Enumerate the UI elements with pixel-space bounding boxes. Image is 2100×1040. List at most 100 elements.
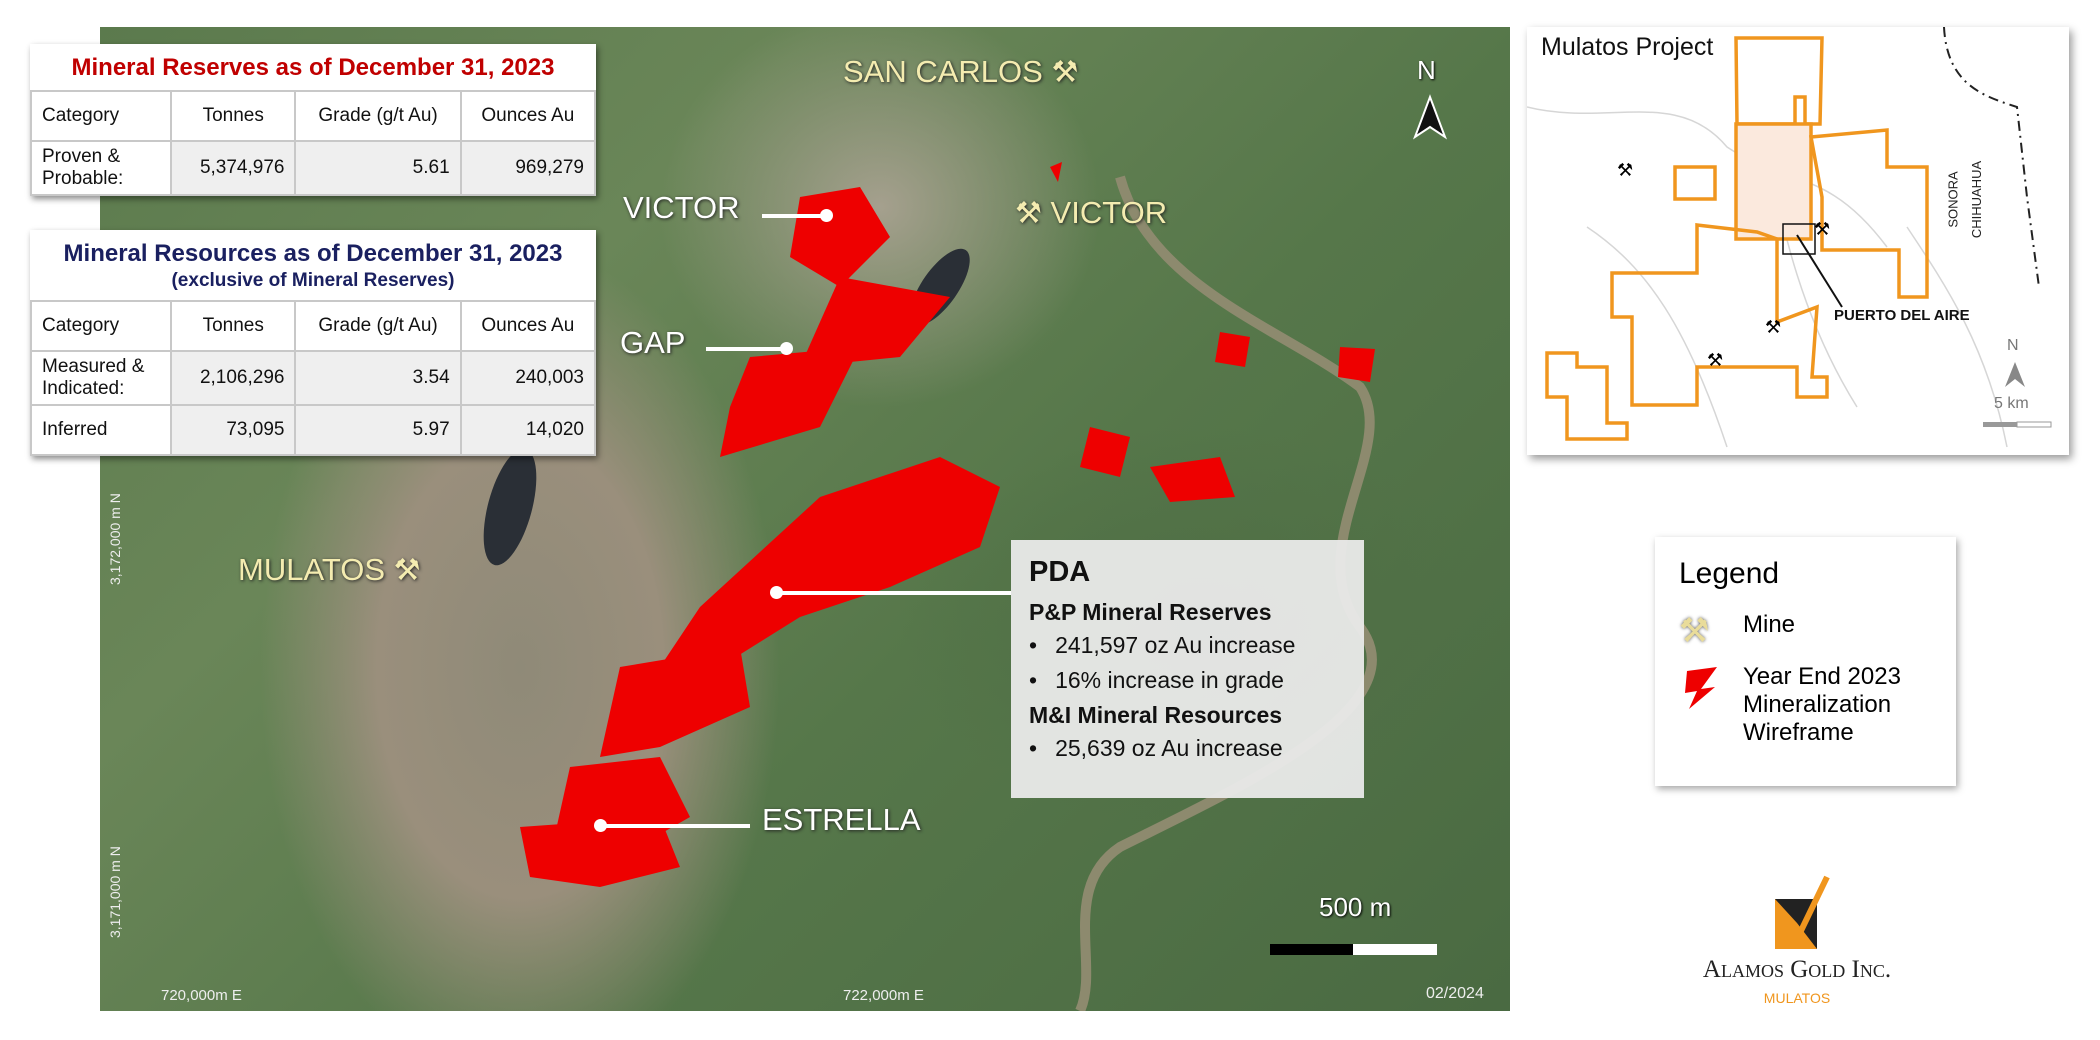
mine-name: SAN CARLOS	[843, 54, 1043, 89]
header-cell: Tonnes	[169, 90, 297, 142]
inset-streams	[1527, 106, 2008, 448]
north-arrow-icon	[1412, 94, 1448, 140]
mine-label-victor: ⚒ VICTOR	[1015, 195, 1167, 231]
inset-scale-bar	[2016, 421, 2052, 428]
resources-table: Mineral Resources as of December 31, 202…	[30, 230, 597, 456]
mine-icon: ⚒	[1015, 197, 1042, 230]
mine-label-san-carlos: SAN CARLOS ⚒	[843, 54, 1078, 90]
tonnes-cell: 5,374,976	[169, 140, 297, 196]
legend-item-wireframe: Year End 2023 Mineralization Wireframe	[1679, 663, 1932, 747]
state-label: CHIHUAHUA	[1969, 160, 1985, 239]
reserves-title: Mineral Reserves as of December 31, 2023	[71, 54, 555, 81]
callout-box	[1782, 223, 1816, 255]
leader-line	[600, 824, 750, 828]
callout-label: PUERTO DEL AIRE	[1834, 307, 1970, 324]
inset-map-features	[1527, 27, 2052, 448]
deposit-label-victor: VICTOR	[623, 190, 740, 225]
pda-title: PDA	[1029, 556, 1091, 588]
alamos-gold-logo: Alamos Gold Inc. MULATOS	[1694, 873, 1900, 1007]
table-row: Measured & Indicated: 2,106,296 3.54 240…	[30, 350, 597, 406]
northing-tick: 3,172,000 m N	[107, 493, 123, 585]
concession-boundaries	[1545, 36, 1929, 441]
header-cell: Category	[30, 300, 172, 352]
leader-dot	[594, 819, 607, 832]
pda-reserves-heading: P&P Mineral Reserves	[1029, 599, 1272, 625]
wireframe-small	[1050, 162, 1062, 182]
category-cell: Inferred	[30, 404, 172, 456]
legend-item-mine: ⚒ Mine	[1679, 611, 1932, 651]
callout-leader	[1796, 234, 1843, 308]
leader-dot	[780, 342, 793, 355]
leader-dot	[770, 586, 783, 599]
wireframe-east-4	[1080, 427, 1130, 477]
mine-icon: ⚒	[1617, 160, 1634, 180]
wireframe-victor	[790, 187, 890, 287]
mineralization-wireframes	[520, 162, 1375, 887]
deposit-label-estrella: ESTRELLA	[762, 802, 921, 837]
grade-cell: 3.54	[294, 350, 462, 406]
logo-mark-icon	[1775, 875, 1830, 949]
mineralization-wireframe-icon	[1679, 663, 1743, 720]
state-label: SONORA	[1945, 171, 1961, 228]
mine-pickaxe-icon: ⚒	[1679, 612, 1710, 650]
table-row: Inferred 73,095 5.97 14,020	[30, 404, 597, 456]
mine-icon: ⚒	[1765, 317, 1782, 337]
satellite-map[interactable]: N SAN CARLOS ⚒ ⚒ VICTOR MULATOS ⚒ VICTOR…	[100, 27, 1510, 1011]
pda-bullet: 16% increase in grade	[1029, 667, 1346, 694]
ounces-cell: 14,020	[459, 404, 597, 456]
grade-cell: 5.61	[294, 140, 462, 196]
tonnes-cell: 73,095	[169, 404, 297, 456]
mine-label-mulatos: MULATOS ⚒	[238, 552, 421, 588]
wireframe-pda	[660, 457, 1000, 667]
pda-bullet: 241,597 oz Au increase	[1029, 632, 1346, 659]
pit-lake	[483, 448, 537, 566]
inset-north-label: N	[2007, 337, 2019, 354]
wireframe-pda-2	[600, 647, 750, 757]
inset-title: Mulatos Project	[1541, 33, 1714, 61]
mine-icon: ⚒	[1707, 350, 1724, 370]
wireframe-gap	[720, 347, 860, 457]
leader-line	[762, 214, 826, 218]
inset-map: Mulatos Project ⚒ ⚒ ⚒ ⚒ PUERTO DEL AIRE …	[1527, 27, 2069, 455]
map-features	[483, 94, 1448, 1011]
legend: Legend ⚒ Mine Year End 2023 Mineralizati…	[1655, 537, 1956, 786]
table-row: Proven & Probable: 5,374,976 5.61 969,27…	[30, 140, 597, 196]
tonnes-cell: 2,106,296	[169, 350, 297, 406]
grade-cell: 5.97	[294, 404, 462, 456]
scale-bar-black	[1270, 944, 1353, 955]
leader-dot	[820, 209, 833, 222]
mine-name: MULATOS	[238, 552, 385, 587]
inset-north-arrow-icon	[2005, 362, 2025, 387]
pda-resources-heading: M&I Mineral Resources	[1029, 702, 1283, 728]
header-cell: Tonnes	[169, 300, 297, 352]
ounces-cell: 240,003	[459, 350, 597, 406]
mine-icon: ⚒	[393, 554, 421, 587]
resources-title: Mineral Resources as of December 31, 202…	[30, 230, 596, 300]
wireframe-east-2	[1338, 347, 1375, 382]
logo-name: Alamos Gold Inc.	[1702, 956, 1892, 983]
northing-tick: 3,171,000 m N	[107, 846, 123, 938]
wireframe-estrella-2	[520, 817, 680, 887]
pda-callout: PDA P&P Mineral Reserves 241,597 oz Au i…	[1011, 540, 1364, 798]
leader-line	[706, 347, 786, 351]
legend-label: Mine	[1743, 611, 1796, 638]
easting-tick: 722,000m E	[843, 987, 924, 1004]
resources-subtitle: (exclusive of Mineral Reserves)	[171, 270, 455, 291]
resources-title-text: Mineral Resources as of December 31, 202…	[63, 240, 563, 267]
header-cell: Grade (g/t Au)	[294, 90, 462, 142]
north-label: N	[1417, 55, 1436, 85]
mine-icon: ⚒	[1051, 56, 1079, 89]
reserves-table: Mineral Reserves as of December 31, 2023…	[30, 44, 597, 196]
leader-line-pda	[776, 591, 1011, 595]
ounces-cell: 969,279	[459, 140, 597, 196]
scale-label: 500 m	[1319, 892, 1392, 922]
legend-label: Year End 2023 Mineralization Wireframe	[1743, 663, 1901, 746]
deposit-label-gap: GAP	[620, 325, 686, 360]
easting-tick: 720,000m E	[161, 987, 242, 1004]
header-cell: Ounces Au	[459, 90, 597, 142]
logo-sub: MULATOS	[1763, 990, 1831, 1006]
map-date: 02/2024	[1426, 985, 1484, 1002]
header-cell: Grade (g/t Au)	[294, 300, 462, 352]
header-cell: Ounces Au	[459, 300, 597, 352]
wireframe-east	[1215, 332, 1250, 367]
